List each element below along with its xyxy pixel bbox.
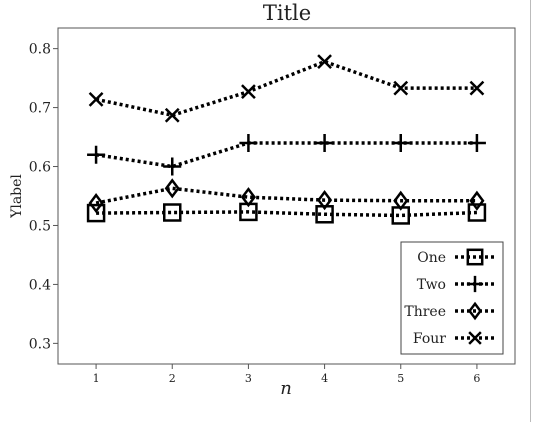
axes-frame [57,27,516,365]
marker-square [466,248,484,266]
x-axis-label: n [280,378,292,399]
y-tick-label: 0.6 [29,160,51,176]
marker-x [317,54,332,69]
marker-plus [239,133,258,152]
marker-plus [87,145,106,164]
series-line [95,59,477,118]
series-line [95,186,477,205]
marker-diamond [468,301,482,321]
x-axis: 1 2 3 4 5 6 [93,364,480,385]
x-tick-label: 5 [397,372,404,385]
legend-label: Four [413,331,446,347]
marker-diamond [317,190,333,211]
x-tick-label: 4 [321,372,328,385]
marker-diamond [393,190,409,211]
x-tick-label: 3 [245,372,252,385]
y-axis: 0.3 0.4 0.5 0.6 0.7 0.8 [29,42,58,352]
series-two [87,133,486,176]
marker-diamond [88,192,104,214]
legend-frame [400,241,504,355]
marker-square [163,203,182,222]
marker-diamond [240,187,256,208]
series-one [86,202,487,225]
marker-x [469,80,485,96]
legend-label: Two [417,277,446,293]
marker-x [164,107,180,123]
marker-plus [163,157,182,176]
y-tick-label: 0.8 [29,42,51,58]
legend-label: One [417,250,446,266]
y-tick-label: 0.7 [29,101,51,117]
chart-title: Title [263,1,311,25]
marker-plus [466,275,484,293]
x-tick-label: 2 [169,372,176,385]
marker-square [86,203,106,223]
marker-x [88,91,104,107]
plot-area [86,54,487,225]
marker-plus [467,133,486,152]
legend-label: Three [404,304,446,320]
marker-diamond [164,178,180,199]
y-tick-label: 0.3 [29,336,51,352]
marker-plus [391,133,410,152]
marker-x [468,331,482,345]
marker-x [241,84,256,100]
marker-diamond [469,190,485,211]
series-line [95,141,477,169]
marker-plus [315,133,334,152]
series-line [96,210,477,218]
y-tick-label: 0.5 [29,218,51,234]
window-edge [530,0,531,422]
y-tick-label: 0.4 [29,277,51,293]
series-four [88,54,485,123]
marker-square [467,203,487,222]
legend: One Two Three Four [400,241,504,355]
x-tick-label: 1 [93,372,100,385]
x-tick-label: 6 [473,372,480,385]
series-three [88,178,485,214]
marker-x [393,80,409,96]
y-axis-label: Ylabel [9,174,25,219]
